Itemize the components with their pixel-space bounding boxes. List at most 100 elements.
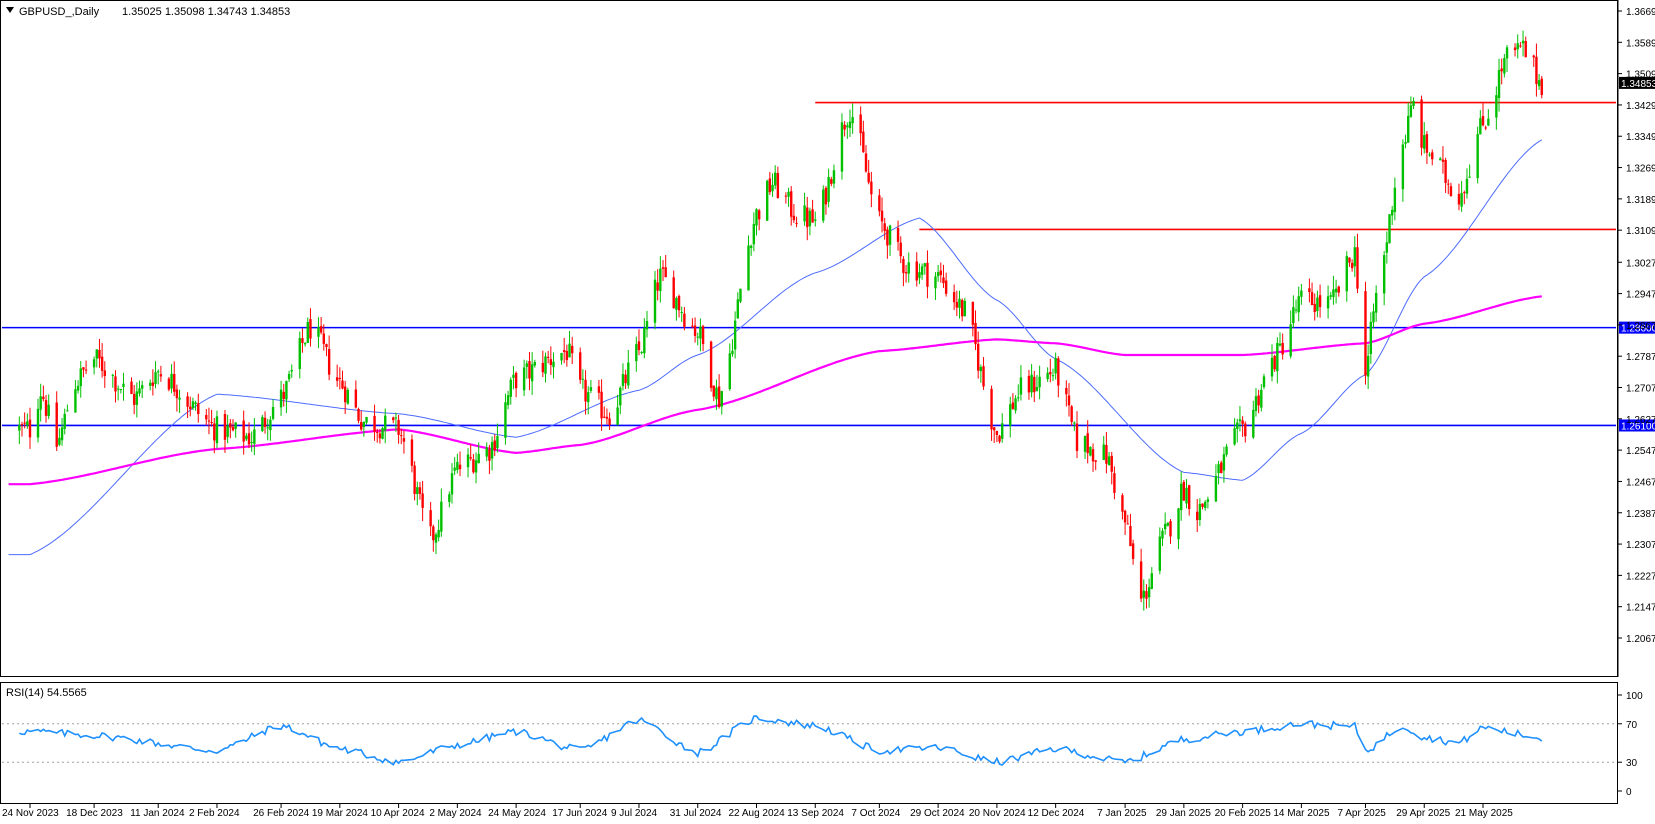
- candle-body: [840, 122, 844, 172]
- candle-body: [870, 181, 873, 195]
- candle-body: [231, 426, 235, 431]
- candle-body: [581, 378, 585, 380]
- candle-body: [955, 302, 959, 308]
- candle-body: [645, 321, 649, 330]
- candle-body: [771, 184, 774, 192]
- candle-body: [1318, 295, 1322, 308]
- candle-body: [306, 321, 309, 343]
- candle-body: [234, 422, 237, 429]
- candle-body: [269, 419, 272, 431]
- candle-body: [579, 352, 582, 380]
- candle-body: [1057, 358, 1060, 386]
- candle-body: [1182, 481, 1186, 501]
- candle-body: [1532, 55, 1535, 58]
- candle-body: [285, 381, 288, 400]
- level-price-badge: [1619, 419, 1655, 432]
- candle-body: [343, 386, 347, 403]
- candle-body: [608, 418, 611, 426]
- candle-body: [397, 419, 400, 435]
- candle-body: [971, 301, 975, 325]
- price-tick-label: 1.30270: [1626, 258, 1655, 269]
- candle-body: [159, 374, 163, 377]
- candle-body: [811, 209, 814, 223]
- candle-body: [677, 295, 681, 311]
- date-tick-label: 31 Jul 2024: [670, 808, 722, 819]
- candle-body: [1238, 419, 1242, 422]
- candle-body: [1083, 435, 1087, 452]
- candle-body: [934, 276, 937, 289]
- candle-body: [1497, 69, 1501, 99]
- candle-body: [1094, 460, 1097, 462]
- price-tick-label: 1.28670: [1626, 321, 1655, 332]
- candle-body: [1051, 375, 1055, 377]
- candle-body: [790, 191, 793, 217]
- candle-body: [1158, 536, 1162, 571]
- candle-body: [1054, 358, 1057, 374]
- candle-body: [1177, 508, 1180, 540]
- rsi-line: [19, 715, 1543, 766]
- candle-body: [1217, 464, 1220, 474]
- candle-body: [1487, 118, 1490, 126]
- candle-body: [1316, 297, 1319, 312]
- candle-body: [915, 261, 918, 281]
- candle-body: [1374, 292, 1378, 313]
- candle-body: [1123, 510, 1127, 523]
- candle-body: [1131, 543, 1135, 559]
- candle-body: [693, 325, 697, 336]
- candle-body: [1244, 423, 1247, 437]
- candle-body: [843, 124, 846, 130]
- candle-body: [886, 229, 889, 246]
- candle-body: [514, 372, 518, 389]
- candle-body: [1187, 485, 1191, 510]
- candle-body: [1110, 455, 1113, 472]
- candle-body: [974, 322, 977, 345]
- candle-body: [434, 534, 438, 543]
- candle-body: [42, 396, 45, 400]
- rsi-label: RSI(14) 54.5565: [6, 687, 87, 699]
- candle-body: [827, 176, 830, 202]
- candle-body: [485, 447, 488, 457]
- candle-body: [784, 195, 788, 197]
- candle-body: [373, 415, 376, 432]
- candle-body: [1350, 262, 1354, 269]
- candle-body: [635, 344, 638, 362]
- symbol-label: GBPUSD_,Daily: [19, 6, 100, 18]
- candle-body: [675, 298, 678, 310]
- candle-body: [119, 388, 123, 390]
- candle-body: [1500, 68, 1503, 72]
- candle-body: [1075, 423, 1079, 451]
- candle-body: [223, 414, 227, 440]
- candle-body: [1412, 100, 1415, 106]
- candle-body: [325, 344, 328, 348]
- candle-body: [472, 459, 475, 473]
- candle-body: [1465, 178, 1469, 194]
- candle-body: [1169, 521, 1172, 537]
- price-tick-label: 1.33490: [1626, 132, 1655, 143]
- candle-body: [664, 267, 667, 278]
- candle-body: [1107, 456, 1111, 466]
- candle-body: [421, 493, 424, 508]
- candle-body: [530, 364, 534, 382]
- candle-body: [814, 219, 817, 221]
- candle-body: [186, 396, 189, 407]
- candle-body: [979, 366, 983, 372]
- candle-body: [1236, 422, 1239, 429]
- candle-body: [699, 326, 702, 339]
- candle-body: [253, 429, 256, 444]
- candle-body: [653, 279, 657, 323]
- candle-body: [1027, 375, 1031, 393]
- candle-body: [130, 381, 133, 395]
- candle-body: [493, 440, 496, 450]
- fast-ma-line: [8, 139, 1543, 556]
- candle-body: [287, 373, 291, 380]
- candle-body: [36, 408, 40, 438]
- chart-menu-arrow-icon[interactable]: [6, 7, 14, 13]
- candle-body: [1372, 311, 1375, 323]
- candle-body: [100, 356, 104, 371]
- candle-body: [600, 391, 603, 419]
- candle-body: [357, 408, 360, 421]
- candle-body: [205, 414, 208, 420]
- candle-body: [1273, 355, 1276, 370]
- candle-body: [28, 419, 32, 438]
- candle-body: [993, 427, 996, 431]
